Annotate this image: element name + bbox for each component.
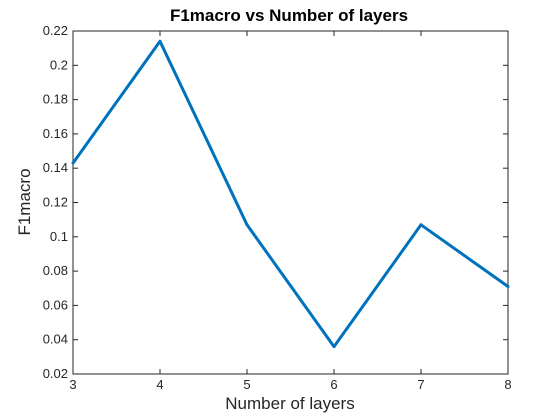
x-axis-label: Number of layers xyxy=(225,394,354,413)
x-tick-label: 6 xyxy=(330,377,337,392)
y-tick-label: 0.08 xyxy=(43,263,68,278)
data-point xyxy=(332,345,336,349)
x-tick-label: 7 xyxy=(417,377,424,392)
y-tick-label: 0.18 xyxy=(43,92,68,107)
x-tick-label: 4 xyxy=(156,377,163,392)
data-point xyxy=(506,285,510,289)
y-axis-label: F1macro xyxy=(15,168,34,235)
chart-title: F1macro vs Number of layers xyxy=(170,6,408,25)
y-tick-label: 0.22 xyxy=(43,23,68,38)
y-tick-label: 0.02 xyxy=(43,366,68,381)
data-point xyxy=(71,161,75,165)
y-tick-label: 0.16 xyxy=(43,126,68,141)
data-point xyxy=(419,223,423,227)
data-point xyxy=(158,39,162,43)
series-layer xyxy=(71,39,510,349)
y-tick-label: 0.06 xyxy=(43,297,68,312)
y-tick-label: 0.2 xyxy=(50,57,68,72)
y-tick-label: 0.04 xyxy=(43,332,68,347)
x-tick-label: 8 xyxy=(504,377,511,392)
y-tick-label: 0.14 xyxy=(43,160,68,175)
y-tick-label: 0.12 xyxy=(43,195,68,210)
x-ticks: 3 4 5 6 7 8 xyxy=(69,31,512,392)
y-ticks: 0.02 0.04 0.06 0.08 0.1 0.12 0.14 0.16 0.18 0.2 0.… xyxy=(43,23,508,381)
series-line xyxy=(71,39,509,349)
data-point xyxy=(245,223,249,227)
plot-area xyxy=(72,30,509,375)
x-tick-label: 3 xyxy=(69,377,76,392)
x-tick-label: 5 xyxy=(243,377,250,392)
y-tick-label: 0.1 xyxy=(50,229,68,244)
